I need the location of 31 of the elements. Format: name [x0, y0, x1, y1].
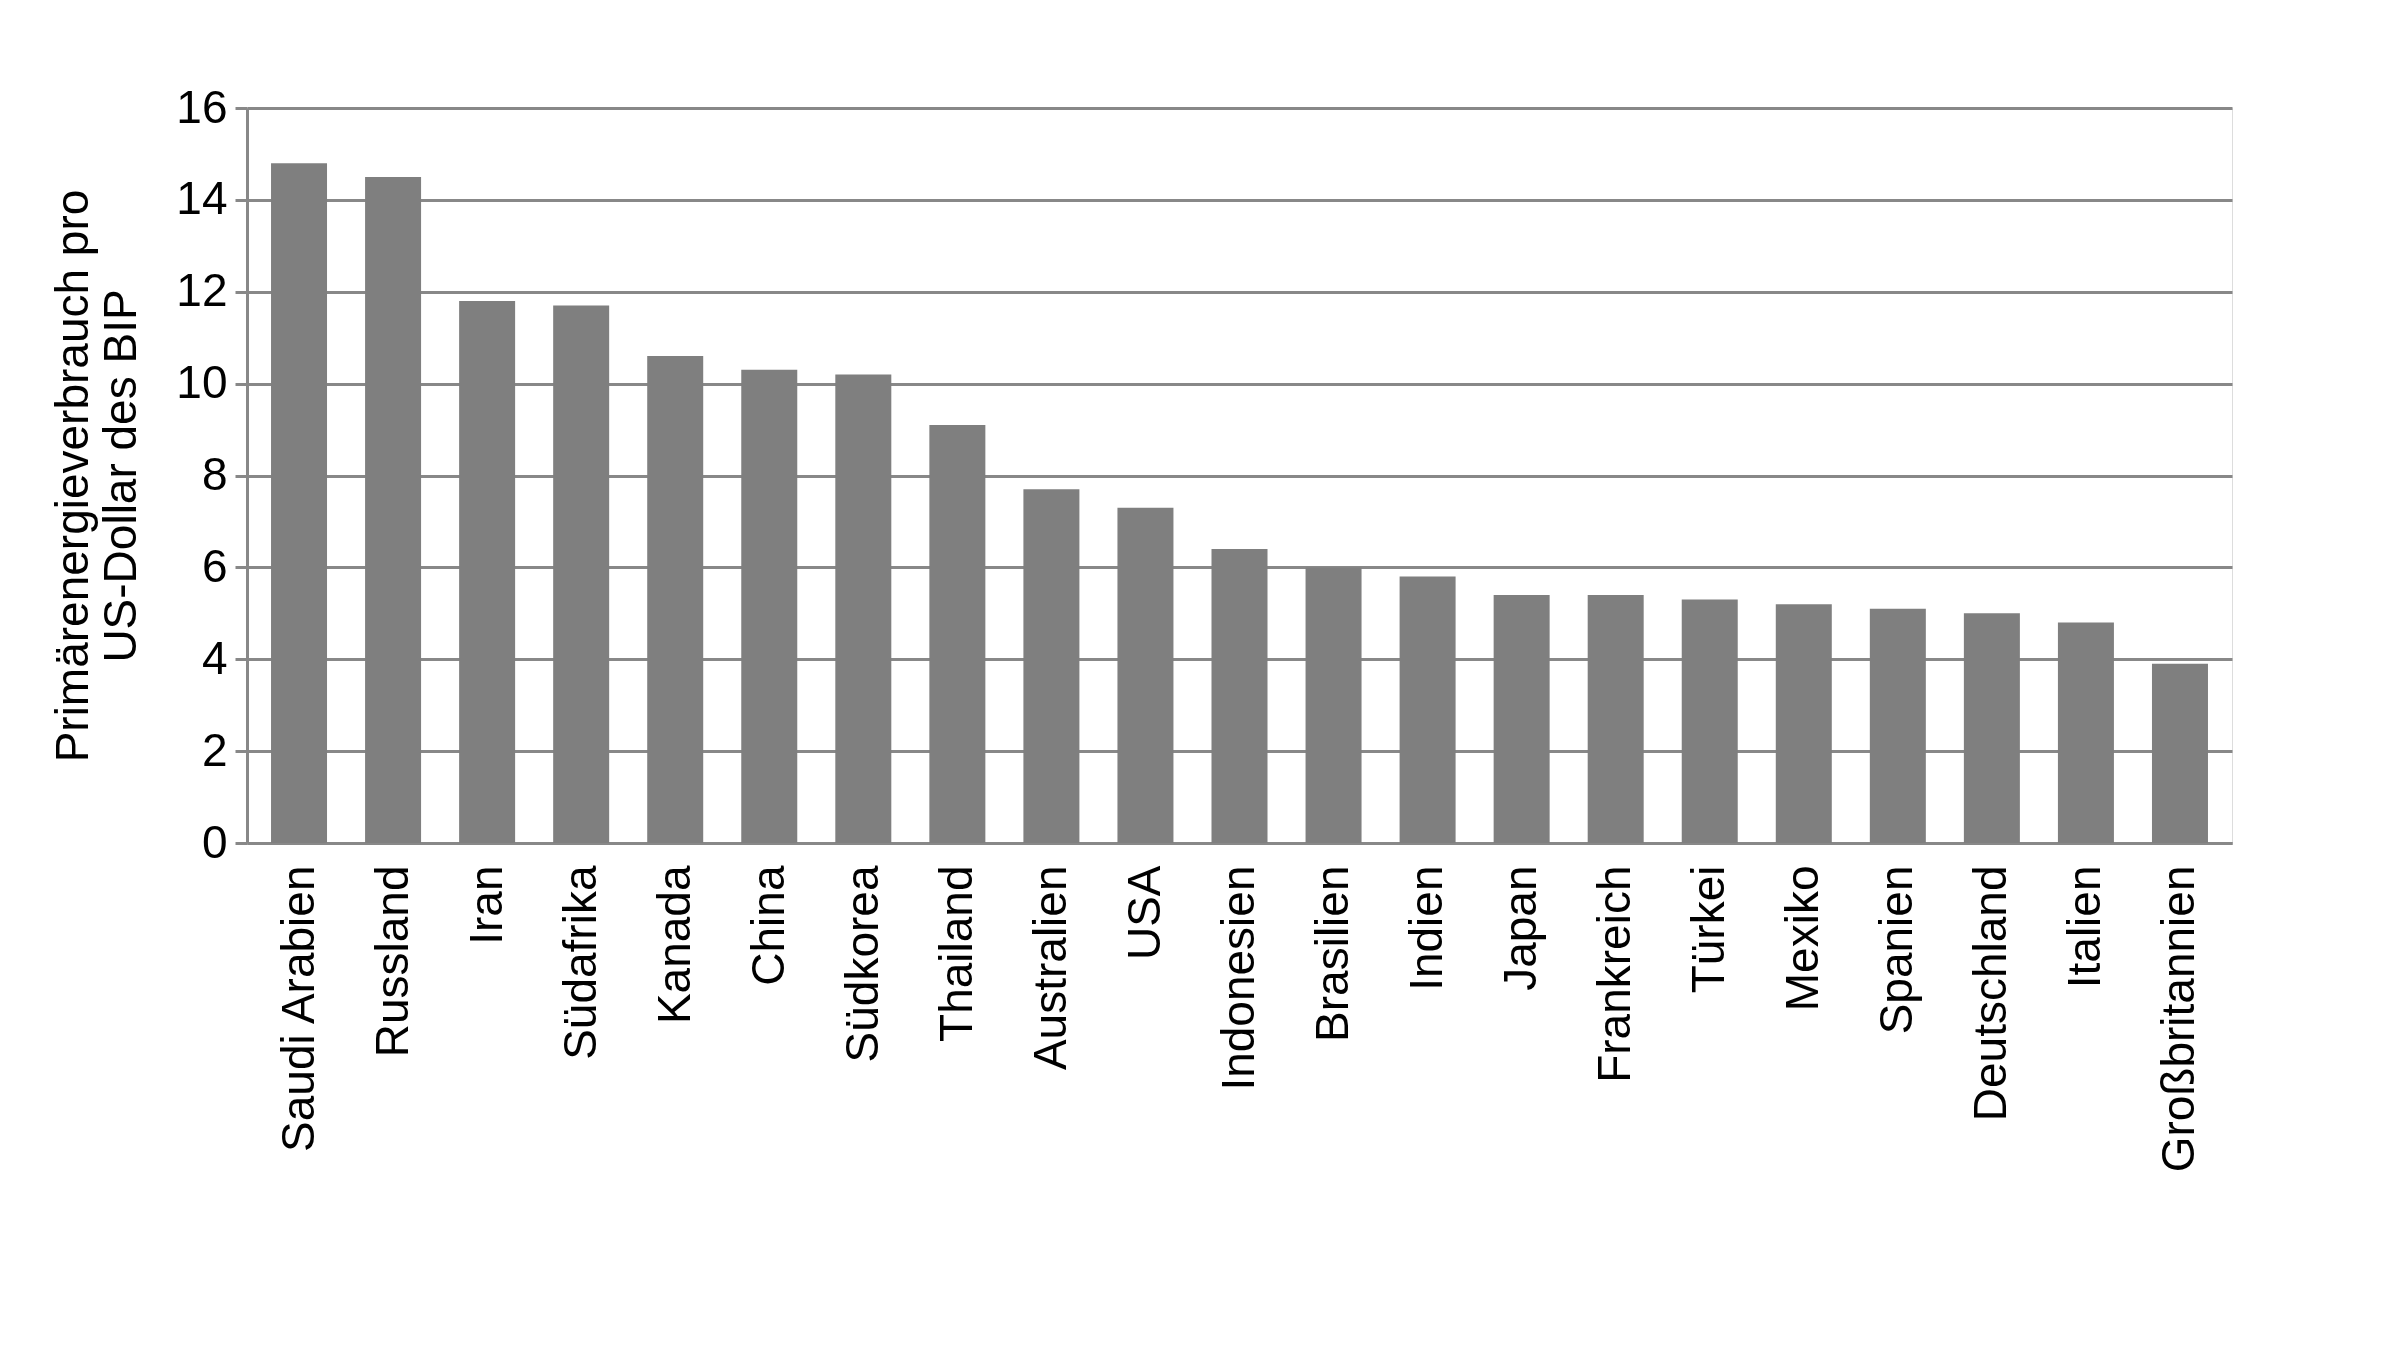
x-tick-label: USA: [1117, 865, 1170, 961]
x-tick-label: China: [741, 865, 794, 986]
x-tick-label: Japan: [1494, 865, 1547, 991]
x-tick-label: Indonesien: [1212, 865, 1264, 1091]
y-tick-label: 10: [176, 356, 228, 409]
x-tick-label: Thailand: [929, 865, 982, 1042]
x-tick-label: Großbritannien: [2152, 865, 2205, 1173]
x-tick-label: Italien: [2058, 865, 2111, 989]
y-tick-label: 16: [176, 80, 228, 133]
x-tick-label: Brasilien: [1306, 865, 1359, 1042]
x-tick-label: Australien: [1023, 865, 1076, 1071]
x-tick-label: Südafrika: [553, 865, 606, 1060]
y-tick-label: 2: [201, 723, 228, 776]
x-tick-label: Spanien: [1870, 865, 1923, 1035]
y-tick-label: 14: [176, 172, 228, 225]
y-tick-label: 0: [201, 815, 228, 868]
x-tick-label: Kanada: [647, 865, 700, 1025]
x-tick-label: Türkei: [1682, 865, 1735, 994]
x-tick-label: Südkorea: [835, 865, 888, 1063]
x-tick-label: Iran: [459, 865, 512, 945]
x-tick-label: Mexiko: [1776, 865, 1829, 1012]
y-tick-label: 4: [201, 631, 228, 684]
x-tick-label: Indien: [1400, 865, 1453, 991]
x-tick-label: Deutschland: [1964, 865, 2017, 1122]
y-axis-title: Primärenergieverbrauch pro US-Dollar des BIP: [46, 189, 147, 763]
x-tick-label: Saudi Arabien: [271, 865, 324, 1152]
x-tick-label: Frankreich: [1588, 865, 1641, 1083]
y-tick-label: 8: [201, 448, 228, 500]
y-tick-label: 6: [201, 539, 228, 592]
x-tick-label: Russland: [365, 865, 418, 1058]
y-tick-label: 12: [176, 264, 228, 317]
